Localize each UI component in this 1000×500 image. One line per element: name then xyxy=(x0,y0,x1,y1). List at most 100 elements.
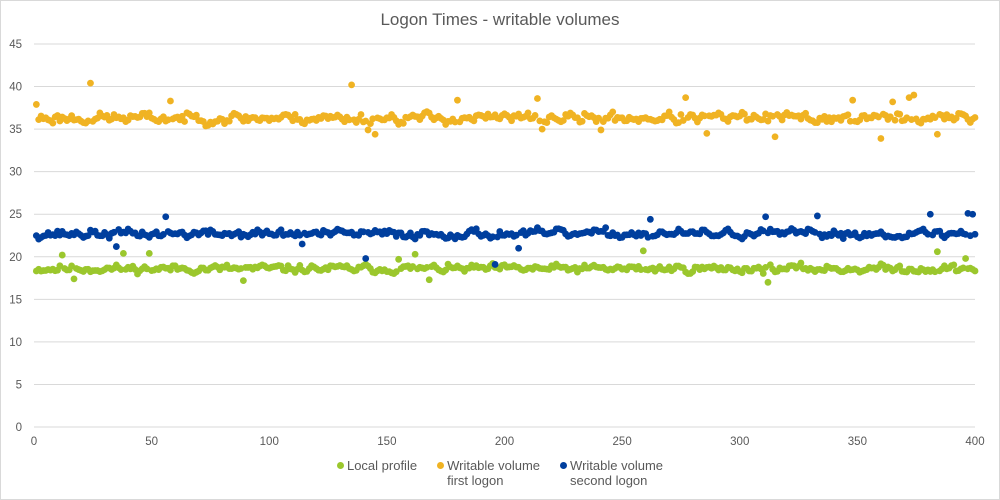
data-point-local-profile xyxy=(639,247,647,255)
x-tick-label: 300 xyxy=(730,436,749,448)
y-tick-label: 15 xyxy=(9,294,22,306)
data-point-writable-first xyxy=(49,119,57,127)
data-point-writable-second xyxy=(84,232,92,240)
y-tick-label: 45 xyxy=(9,39,22,51)
data-point-local-profile xyxy=(119,249,127,257)
data-point-writable-first xyxy=(87,79,94,87)
x-tick-label: 150 xyxy=(377,436,396,448)
chart-title: Logon Times - writable volumes xyxy=(380,10,620,29)
data-point-writable-second xyxy=(112,243,120,250)
data-point-writable-first xyxy=(889,98,897,106)
data-point-writable-first xyxy=(399,119,407,127)
data-point-writable-first xyxy=(886,113,894,121)
data-point-local-profile xyxy=(950,261,958,269)
data-point-writable-second xyxy=(515,244,523,252)
legend-label: Writable volume first logon xyxy=(447,458,541,488)
y-tick-label: 20 xyxy=(9,252,22,264)
data-point-writable-first xyxy=(609,108,617,116)
data-point-writable-first xyxy=(181,118,188,125)
data-point-writable-first xyxy=(764,117,772,125)
data-point-writable-first xyxy=(178,112,186,120)
y-tick-label: 0 xyxy=(16,422,22,434)
data-point-local-profile xyxy=(425,276,433,284)
y-tick-label: 5 xyxy=(16,379,22,391)
data-point-writable-first xyxy=(559,117,567,124)
data-points xyxy=(32,79,979,286)
data-point-writable-first xyxy=(167,97,174,105)
y-tick-label: 25 xyxy=(9,209,22,221)
data-point-writable-first xyxy=(538,125,546,133)
data-point-writable-first xyxy=(701,112,708,120)
data-point-writable-first xyxy=(348,81,355,89)
data-point-local-profile xyxy=(797,259,805,267)
legend-label: Writable volume second logon xyxy=(570,458,664,488)
data-point-writable-second xyxy=(646,215,654,223)
x-axis-ticks: 0 50 100 150 200 250 300 350 400 xyxy=(31,436,985,448)
data-point-writable-second xyxy=(813,212,821,220)
y-tick-label: 10 xyxy=(9,337,22,349)
data-point-writable-first xyxy=(32,101,40,108)
data-point-writable-second xyxy=(926,210,934,218)
data-point-local-profile xyxy=(971,267,979,275)
data-point-writable-second xyxy=(971,230,979,238)
data-point-writable-second xyxy=(162,213,170,221)
data-point-local-profile xyxy=(764,278,772,286)
data-point-writable-first xyxy=(192,111,200,119)
data-point-writable-first xyxy=(371,130,379,138)
data-point-local-profile xyxy=(759,270,767,277)
data-point-local-profile xyxy=(145,249,153,257)
legend-marker xyxy=(560,462,568,469)
data-point-writable-first xyxy=(896,110,904,118)
data-point-local-profile xyxy=(70,275,78,283)
data-point-writable-first xyxy=(877,135,885,142)
data-point-writable-second xyxy=(491,261,499,268)
data-point-writable-first xyxy=(524,109,532,117)
x-tick-label: 200 xyxy=(495,436,514,448)
data-point-local-profile xyxy=(933,248,941,256)
data-point-writable-first xyxy=(703,129,711,137)
data-point-writable-first xyxy=(665,108,673,116)
data-point-writable-first xyxy=(364,126,372,134)
data-point-writable-second xyxy=(762,213,770,221)
legend: Local profile Writable volume first logo… xyxy=(0,458,1000,488)
data-point-local-profile xyxy=(411,250,419,258)
data-point-writable-first xyxy=(470,117,478,125)
data-point-writable-first xyxy=(357,111,365,118)
y-tick-label: 35 xyxy=(9,124,22,136)
data-point-writable-second xyxy=(298,240,306,248)
data-point-writable-first xyxy=(771,133,779,141)
y-axis-ticks: 0 5 10 15 20 25 30 35 40 45 xyxy=(9,39,22,434)
data-point-writable-first xyxy=(682,94,690,102)
data-point-local-profile xyxy=(962,255,969,262)
data-point-writable-first xyxy=(531,112,539,119)
data-point-writable-first xyxy=(508,117,515,125)
data-point-writable-second xyxy=(489,233,497,241)
data-point-writable-first xyxy=(595,114,602,122)
legend-item-writable-first: Writable volume first logon xyxy=(437,458,540,488)
data-point-writable-first xyxy=(933,130,941,138)
x-tick-label: 350 xyxy=(848,436,867,448)
data-point-writable-first xyxy=(849,96,857,104)
legend-item-writable-second: Writable volume second logon xyxy=(560,458,663,488)
x-tick-label: 100 xyxy=(260,436,279,448)
legend-label: Local profile xyxy=(346,458,418,473)
data-point-writable-first xyxy=(910,91,918,99)
data-point-local-profile xyxy=(896,262,904,270)
data-point-writable-second xyxy=(602,224,610,232)
data-point-writable-second xyxy=(472,225,480,233)
x-tick-label: 250 xyxy=(613,436,632,448)
data-point-writable-first xyxy=(891,116,899,124)
data-point-writable-first xyxy=(741,110,748,118)
x-tick-label: 0 xyxy=(31,436,37,448)
legend-item-local-profile: Local profile xyxy=(336,458,418,488)
legend-marker xyxy=(336,462,344,469)
data-point-writable-first xyxy=(846,117,854,125)
data-point-writable-first xyxy=(844,111,852,119)
data-point-writable-first xyxy=(802,109,810,117)
data-point-local-profile xyxy=(395,255,403,263)
x-tick-label: 50 xyxy=(145,436,158,448)
y-tick-label: 40 xyxy=(9,82,22,94)
x-tick-label: 400 xyxy=(965,436,984,448)
